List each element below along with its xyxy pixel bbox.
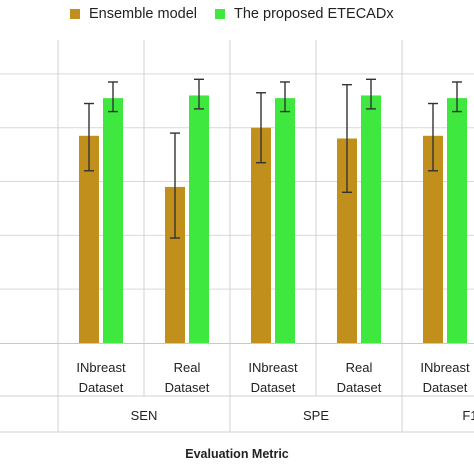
category-label: Dataset: [79, 380, 124, 395]
group-label: SPE: [303, 408, 329, 423]
category-label: Dataset: [423, 380, 468, 395]
category-label: Dataset: [337, 380, 382, 395]
category-label: INbreast: [76, 360, 126, 375]
bar-ensemble: [423, 135, 443, 343]
legend-label-ensemble: Ensemble model: [89, 6, 197, 22]
bar-ensemble: [251, 127, 271, 344]
group-label: F1-score: [462, 408, 474, 423]
category-label: INbreast: [248, 360, 298, 375]
bar-etecadx: [189, 95, 209, 343]
legend-swatch-ensemble: [70, 9, 80, 19]
category-label: Real: [346, 360, 373, 375]
bar-ensemble: [337, 138, 357, 343]
bar-ensemble: [79, 135, 99, 343]
legend-item-etecadx: The proposed ETECADx: [215, 6, 394, 22]
bar-etecadx: [103, 98, 123, 343]
group-label: SEN: [131, 408, 158, 423]
bar-etecadx: [361, 95, 381, 343]
legend-item-ensemble: Ensemble model: [70, 6, 197, 22]
legend-swatch-etecadx: [215, 9, 225, 19]
bar-etecadx: [275, 98, 295, 343]
legend: Ensemble model The proposed ETECADx: [70, 6, 412, 22]
bar-etecadx: [447, 98, 467, 343]
category-label: Dataset: [165, 380, 210, 395]
bar-ensemble: [165, 186, 185, 343]
category-label: INbreast: [420, 360, 470, 375]
category-label: Real: [174, 360, 201, 375]
x-axis-title: Evaluation Metric: [185, 447, 289, 461]
legend-label-etecadx: The proposed ETECADx: [234, 6, 394, 22]
category-label: Dataset: [251, 380, 296, 395]
